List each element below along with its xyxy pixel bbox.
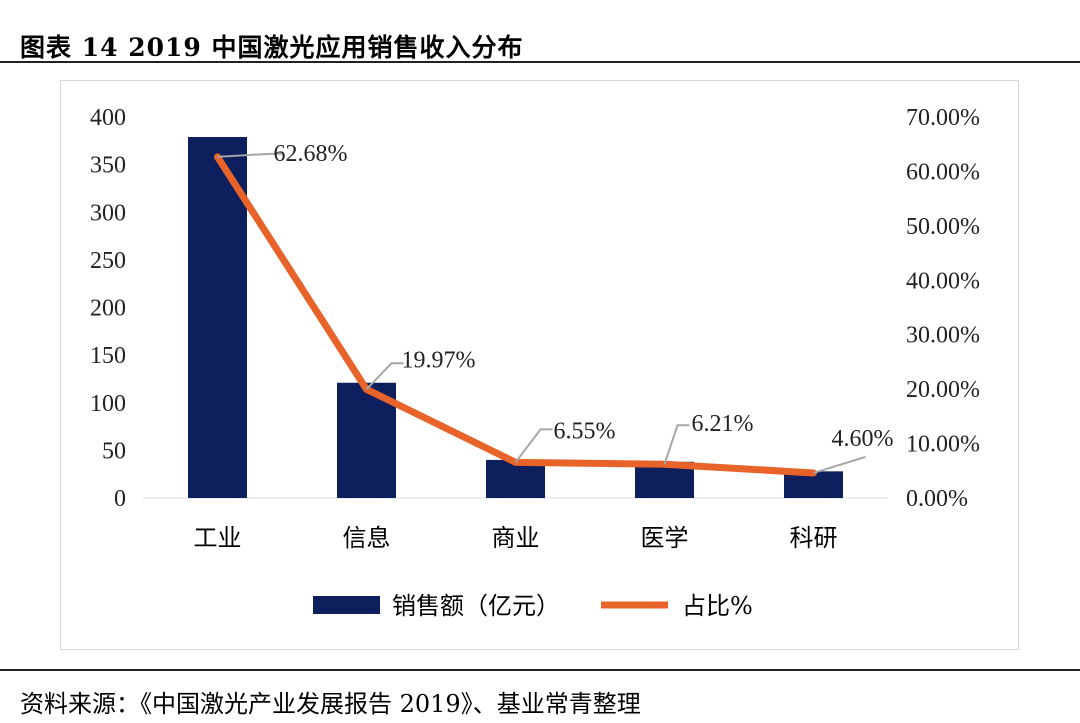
data-labels: 62.68% 19.97% 6.55% 6.21% 4.60% <box>274 141 894 452</box>
bottom-rule <box>0 669 1080 671</box>
category-labels: 工业 信息 商业 医学 科研 <box>194 524 838 552</box>
label-leader <box>813 456 866 474</box>
data-label-leaders <box>217 152 866 474</box>
label-leader <box>663 424 690 465</box>
right-tick-label: 60.00% <box>906 159 980 185</box>
source-note: 资料来源：《中国激光产业发展报告 2019》、基业常青整理 <box>20 690 641 718</box>
left-tick-label: 100 <box>90 391 126 417</box>
left-tick-label: 150 <box>90 343 126 369</box>
category-label: 科研 <box>790 524 838 552</box>
left-tick-label: 350 <box>90 153 126 179</box>
right-tick-label: 30.00% <box>906 323 980 349</box>
right-axis-ticks: 0.00% 10.00% 20.00% 30.00% 40.00% 50.00% 60.00… <box>906 105 980 512</box>
label-leader <box>217 152 282 158</box>
left-tick-label: 200 <box>90 296 126 322</box>
top-rule <box>0 61 1080 63</box>
left-axis-ticks: 0 50 100 150 200 250 300 350 400 <box>90 105 126 512</box>
left-tick-label: 0 <box>114 486 126 512</box>
right-tick-label: 70.00% <box>906 105 980 131</box>
bar-series <box>188 137 843 498</box>
legend-label-line: 占比% <box>682 592 753 620</box>
left-tick-label: 250 <box>90 248 126 274</box>
right-tick-label: 0.00% <box>906 486 968 512</box>
right-tick-label: 10.00% <box>906 432 980 458</box>
data-label: 6.55% <box>554 418 616 444</box>
right-tick-label: 40.00% <box>906 268 980 294</box>
legend: 销售额（亿元） 占比% <box>313 592 753 620</box>
left-tick-label: 50 <box>102 438 126 464</box>
right-tick-label: 20.00% <box>906 377 980 403</box>
category-label: 信息 <box>343 524 391 552</box>
label-leader <box>365 362 404 390</box>
data-label: 19.97% <box>402 347 476 373</box>
legend-swatch-bar <box>313 596 380 614</box>
figure-title: 图表 14 2019 中国激光应用销售收入分布 <box>20 33 524 62</box>
left-tick-label: 400 <box>90 105 126 131</box>
category-label: 工业 <box>194 524 242 552</box>
right-tick-label: 50.00% <box>906 214 980 240</box>
bar <box>486 459 545 498</box>
legend-label-bar: 销售额（亿元） <box>392 592 560 620</box>
left-tick-label: 300 <box>90 200 126 226</box>
category-label: 商业 <box>492 524 540 552</box>
label-leader <box>514 428 553 463</box>
data-label: 62.68% <box>274 141 348 167</box>
data-label: 6.21% <box>692 411 754 437</box>
chart-frame <box>60 80 1019 650</box>
data-label: 4.60% <box>832 426 894 452</box>
category-label: 医学 <box>641 524 689 552</box>
bar <box>188 137 247 498</box>
